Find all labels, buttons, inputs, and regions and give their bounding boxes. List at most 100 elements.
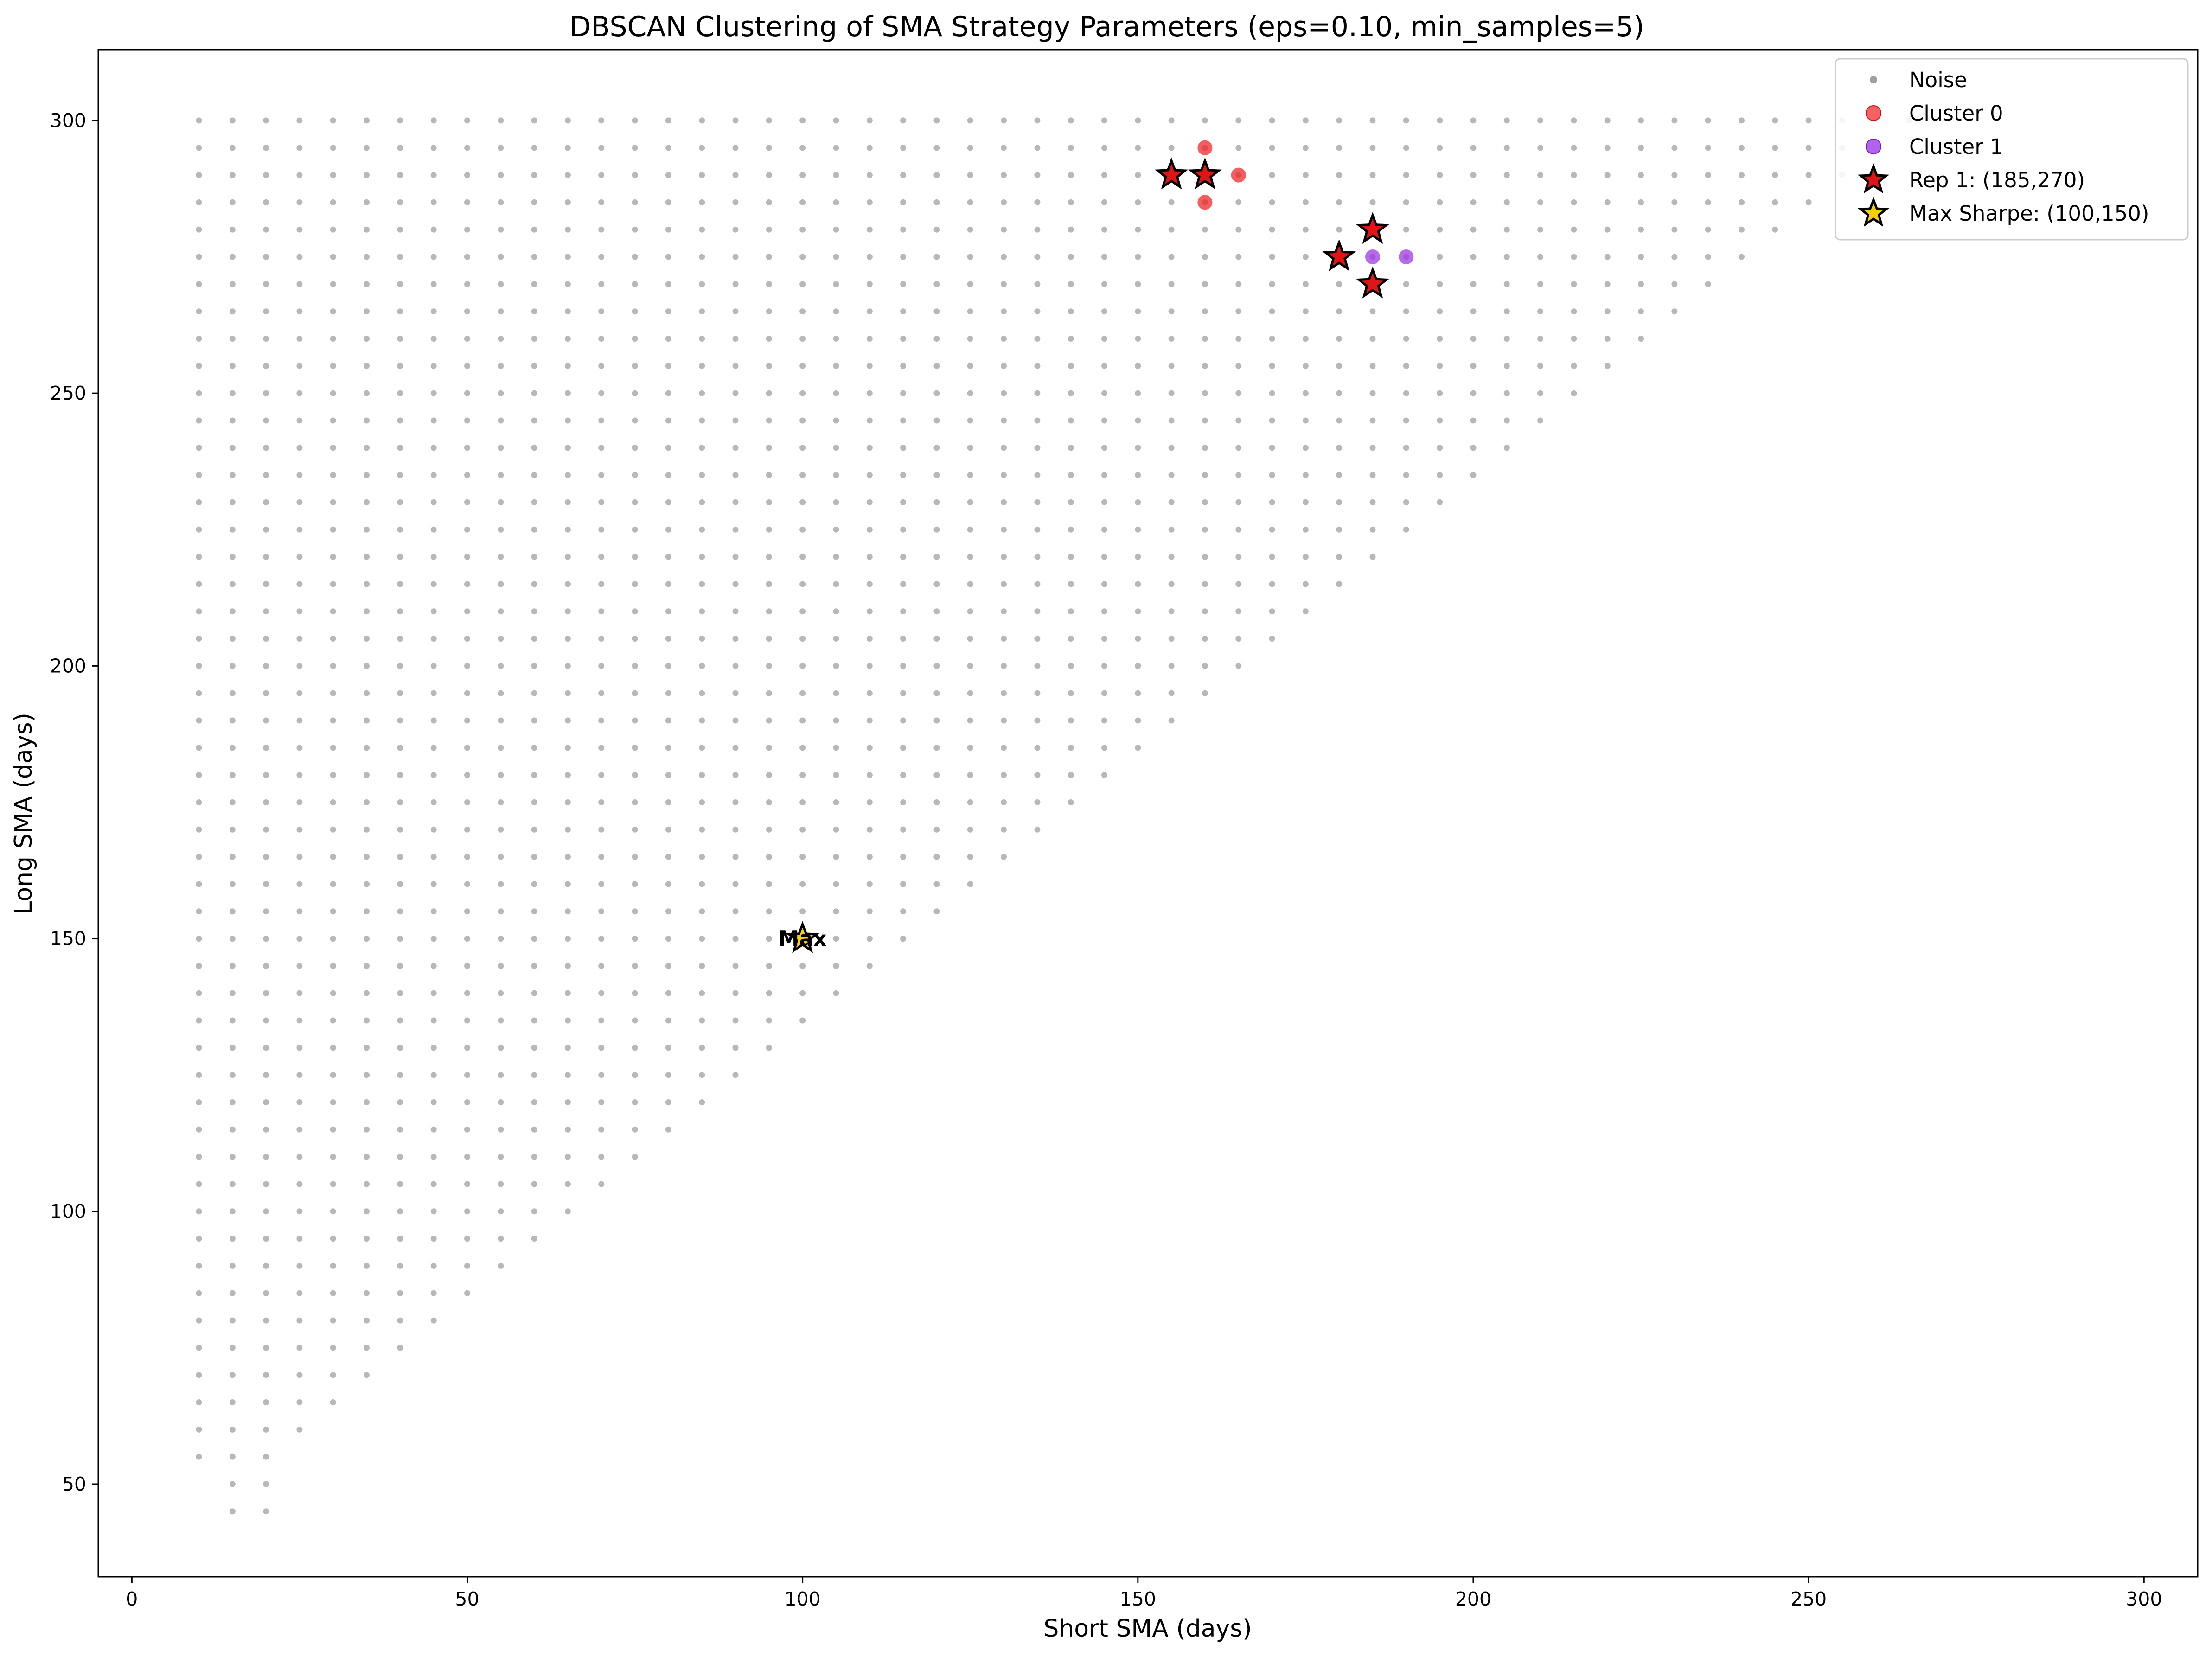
legend-rep-star [1857,163,1890,194]
noise-point [1369,390,1376,396]
noise-point [296,854,303,860]
noise-point [564,826,571,833]
noise-point [1403,472,1409,478]
noise-point [866,499,873,505]
noise-point [967,636,973,642]
noise-point [732,308,739,315]
noise-point [330,799,336,805]
noise-point [598,254,605,260]
noise-point [699,581,705,587]
noise-point [900,254,907,260]
noise-point [665,717,671,724]
noise-point [1034,199,1041,205]
noise-point [1001,308,1007,315]
y-tick-label: 200 [50,655,86,677]
noise-point [430,1317,437,1324]
noise-point [498,1181,504,1187]
noise-point [732,1045,739,1051]
noise-point [1604,363,1611,369]
noise-point [263,1508,269,1515]
noise-point [1168,145,1175,151]
noise-point [732,1072,739,1078]
noise-point [1638,172,1644,178]
noise-point [464,417,470,424]
noise-point [1168,336,1175,342]
noise-point [1470,417,1477,424]
noise-point [766,608,772,615]
noise-point [263,717,269,724]
noise-point [967,226,973,233]
noise-point [933,554,940,560]
noise-point [229,1453,236,1460]
noise-point [1437,145,1443,151]
noise-point [498,881,504,887]
noise-point [1168,526,1175,533]
noise-point [732,854,739,860]
noise-point [498,554,504,560]
noise-point [1168,281,1175,287]
noise-point [1202,363,1208,369]
noise-point [598,145,605,151]
noise-point [464,717,470,724]
noise-point [1269,336,1275,342]
noise-point [1068,526,1074,533]
noise-point [1235,526,1242,533]
noise-point [598,690,605,696]
noise-point [598,581,605,587]
noise-point [1336,390,1343,396]
noise-point [196,1072,202,1078]
noise-point [598,962,605,969]
noise-point [364,745,370,751]
noise-point [1336,308,1343,315]
noise-point [665,690,671,696]
noise-point [766,117,772,124]
noise-point [1369,554,1376,560]
noise-point [229,1099,236,1105]
noise-point [564,308,571,315]
noise-point [833,663,839,669]
noise-point [1135,117,1141,124]
noise-point [330,1208,336,1215]
noise-point [430,172,437,178]
noise-point [799,363,806,369]
noise-point [1101,608,1107,615]
noise-point [1437,472,1443,478]
noise-point [900,226,907,233]
noise-point [330,226,336,233]
noise-point [1001,690,1007,696]
noise-point [464,1017,470,1024]
noise-point [397,1290,403,1296]
noise-point [430,608,437,615]
noise-point [799,908,806,915]
noise-point [464,117,470,124]
noise-point [464,145,470,151]
noise-point [196,1262,202,1269]
noise-point [799,254,806,260]
noise-point [229,826,236,833]
noise-point [296,308,303,315]
noise-point [1537,308,1544,315]
noise-point [498,1126,504,1133]
noise-point [598,199,605,205]
noise-point [900,908,907,915]
noise-point [933,799,940,805]
noise-point [531,881,537,887]
noise-point [833,990,839,996]
noise-point [632,663,638,669]
noise-point [229,1508,236,1515]
noise-point [364,554,370,560]
noise-point [1269,417,1275,424]
noise-point [967,499,973,505]
noise-point [598,745,605,751]
noise-point [1604,254,1611,260]
noise-point [1034,117,1041,124]
noise-point [1101,663,1107,669]
noise-point [1168,717,1175,724]
noise-point [364,1345,370,1351]
noise-point [564,172,571,178]
noise-point [866,472,873,478]
noise-point [1168,117,1175,124]
noise-point [263,1126,269,1133]
noise-point [296,881,303,887]
